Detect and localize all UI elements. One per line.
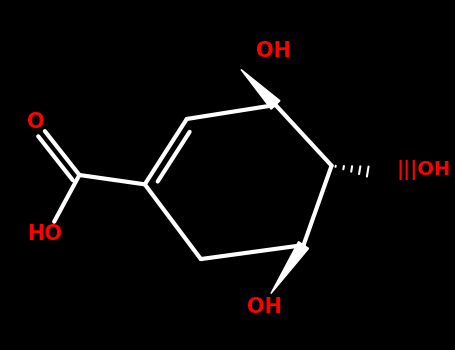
Text: HO: HO [27,224,62,244]
Polygon shape [271,241,308,294]
Text: OH: OH [247,297,282,317]
Polygon shape [241,69,280,109]
Text: |||OH: |||OH [397,160,451,180]
Text: O: O [27,112,44,132]
Text: OH: OH [256,41,291,61]
